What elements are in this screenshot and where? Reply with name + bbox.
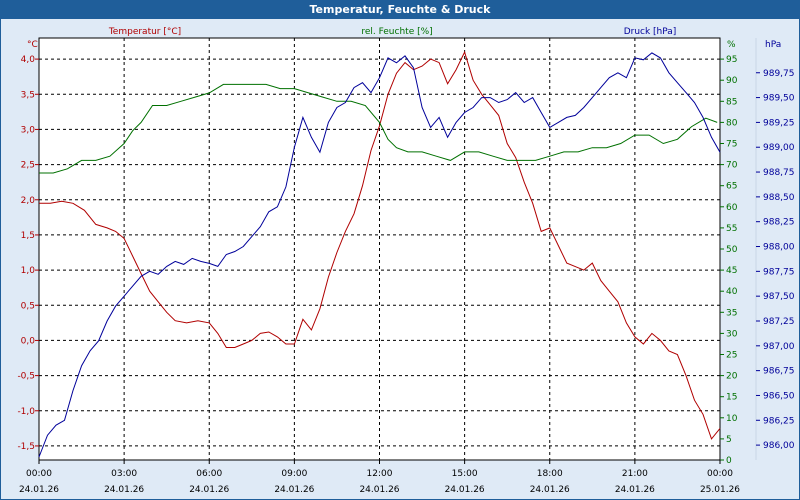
date-tick-label: 24.01.26 [445,485,485,495]
temperature-tick-label: 0,5 [21,301,35,311]
humidity-tick-label: 45 [726,266,737,276]
date-tick-label: 24.01.26 [19,485,59,495]
pressure-series-line [38,52,721,458]
pressure-tick-label: 988,50 [763,193,795,203]
humidity-unit: % [727,40,736,50]
pressure-tick-label: 986,00 [763,441,795,451]
humidity-tick-label: 10 [726,414,738,424]
temperature-tick-label: -1,5 [17,442,35,452]
temperature-tick-label: 2,0 [21,196,36,206]
pressure-axis: 989,75 989,50 989,25 989,00 988,75 988,50 988,… [755,38,795,460]
time-tick-label: 00:00 [26,469,52,479]
chart-title: Temperatur, Feuchte & Druck [1,1,799,19]
pressure-tick-label: 989,00 [763,143,795,153]
humidity-tick-label: 85 [726,97,737,107]
pressure-unit: hPa [765,40,781,50]
temperature-tick-label: 4,0 [21,55,36,65]
date-tick-label: 24.01.26 [615,485,655,495]
humidity-series-line [39,83,718,174]
temperature-axis-label: Temperatur [°C] [108,27,181,37]
humidity-tick-label: 70 [726,161,738,171]
series-lines [38,50,721,458]
humidity-tick-label: 5 [726,435,732,445]
pressure-tick-label: 987,50 [763,292,795,302]
temperature-series-line [39,50,721,440]
humidity-tick-label: 35 [726,308,737,318]
temperature-tick-label: -0,5 [17,372,35,382]
date-tick-label: 24.01.26 [104,485,144,495]
pressure-tick-label: 989,25 [763,118,795,128]
humidity-tick-label: 60 [726,203,738,213]
temperature-unit: °C [27,40,38,50]
time-tick-label: 06:00 [196,469,222,479]
humidity-tick-label: 80 [726,118,738,128]
pressure-tick-label: 988,25 [763,218,795,228]
pressure-tick-label: 987,75 [763,267,795,277]
pressure-tick-label: 988,00 [763,243,795,253]
date-tick-label: 24.01.26 [189,485,229,495]
time-tick-label: 00:00 [707,469,733,479]
temperature-tick-label: 3,5 [21,90,35,100]
pressure-tick-label: 987,25 [763,317,795,327]
grid [39,38,720,460]
temperature-tick-label: 1,0 [21,266,36,276]
pressure-tick-label: 986,50 [763,391,795,401]
humidity-tick-label: 0 [726,456,732,466]
pressure-tick-label: 986,25 [763,416,795,426]
humidity-tick-label: 25 [726,351,737,361]
humidity-tick-label: 20 [726,372,738,382]
humidity-tick-label: 95 [726,55,737,65]
humidity-tick-label: 90 [726,76,738,86]
axis-headers: Temperatur [°C] rel. Feuchte [%] Druck [hP… [108,27,676,37]
pressure-tick-label: 986,75 [763,367,795,377]
pressure-axis-label: Druck [hPa] [624,27,677,37]
humidity-tick-label: 65 [726,182,737,192]
temperature-tick-label: 0,0 [21,336,36,346]
time-tick-label: 09:00 [281,469,307,479]
time-tick-label: 03:00 [111,469,137,479]
humidity-axis-label: rel. Feuchte [%] [361,27,432,37]
humidity-tick-label: 30 [726,329,738,339]
temperature-tick-label: 2,5 [21,161,35,171]
time-tick-label: 18:00 [537,469,563,479]
temperature-tick-label: 3,0 [21,125,36,135]
pressure-tick-label: 987,00 [763,342,795,352]
humidity-tick-label: 55 [726,224,737,234]
humidity-tick-label: 40 [726,287,738,297]
time-axis: 00:00 24.01.26 03:00 24.01.26 06:00 24.01.26 0… [19,460,740,495]
pressure-tick-label: 989,50 [763,94,795,104]
pressure-tick-label: 988,75 [763,168,795,178]
time-tick-label: 12:00 [367,469,393,479]
humidity-tick-label: 75 [726,140,737,150]
humidity-tick-label: 15 [726,393,737,403]
time-tick-label: 21:00 [622,469,648,479]
date-tick-label: 24.01.26 [530,485,570,495]
temperature-tick-label: -1,0 [17,407,35,417]
temperature-tick-label: 1,5 [21,231,35,241]
date-tick-label: 24.01.26 [274,485,314,495]
pressure-tick-label: 989,75 [763,69,795,79]
date-tick-label: 25.01.26 [700,485,740,495]
humidity-tick-label: 50 [726,245,738,255]
temperature-axis: 4,0 3,5 3,0 2,5 2,0 1,5 1,0 0,5 0,0 -0,5 -1,0 -1,5 °… [17,40,39,452]
date-tick-label: 24.01.26 [359,485,399,495]
time-tick-label: 15:00 [452,469,478,479]
